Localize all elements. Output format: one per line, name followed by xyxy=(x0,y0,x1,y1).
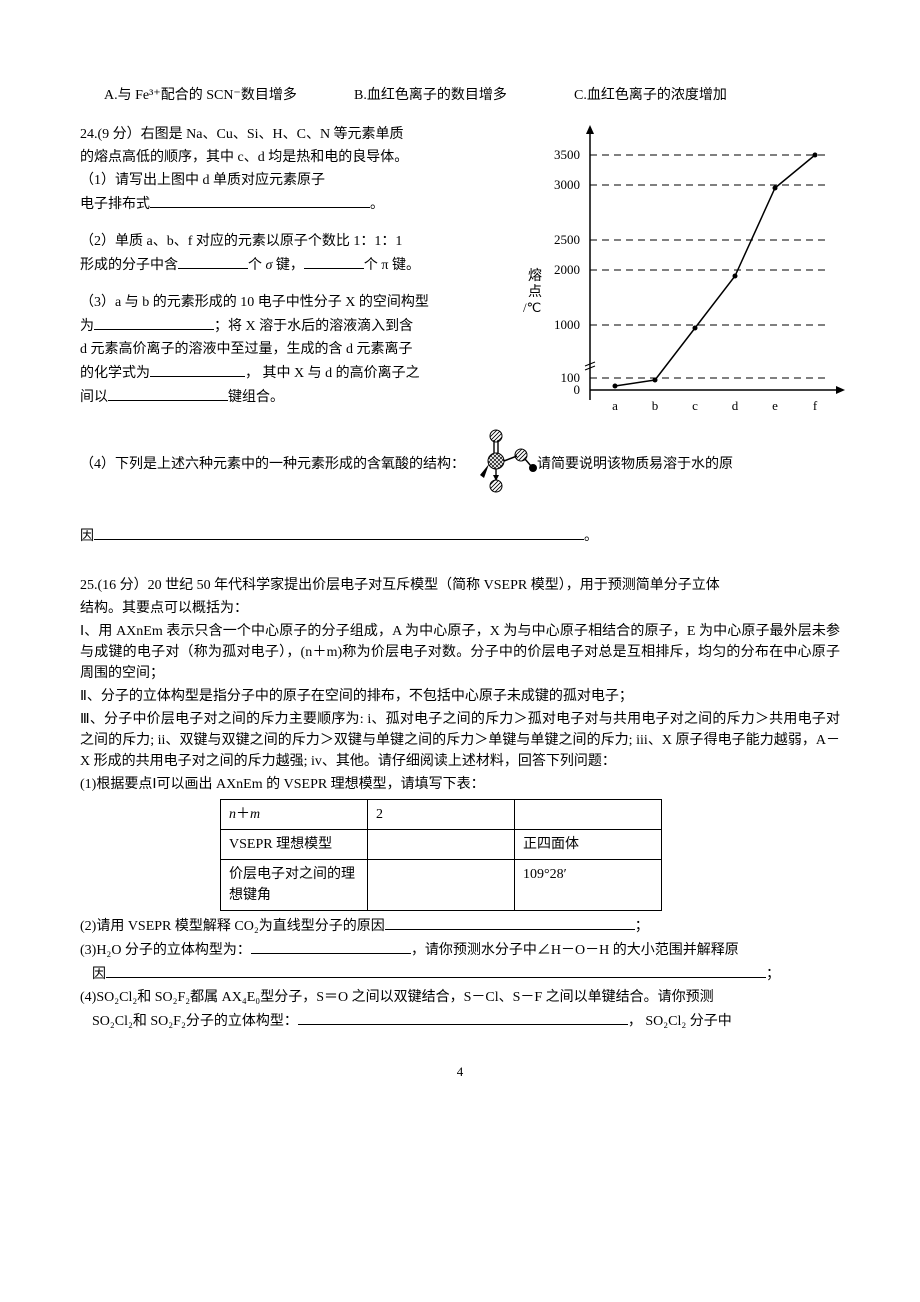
svg-text:/℃: /℃ xyxy=(523,300,541,315)
q24-head: 24.(9 分）右图是 Na、Cu、Si、H、C、N 等元素单质 xyxy=(80,127,404,142)
q24-p3-l4-mid: ， 其中 X 与 d 的高价离子之 xyxy=(245,366,420,381)
option-A: A.与 Fe³⁺配合的 SCN⁻数目增多 xyxy=(104,85,354,106)
blank-so2x2-shape[interactable] xyxy=(298,1010,628,1025)
q24-p3-l5-pre: 间以 xyxy=(80,390,108,405)
q24-p4-post: 请简要说明该物质易溶于水的原 xyxy=(537,454,733,475)
q24-l3-post: 。 xyxy=(370,197,384,212)
q24-l1: 的熔点高低的顺序，其中 c、d 均是热和电的良导体。 xyxy=(80,147,450,168)
question-24: 24.(9 分）右图是 Na、Cu、Si、H、C、N 等元素单质 的熔点高低的顺… xyxy=(80,124,840,408)
q24-p2-suf: 个 π 键。 xyxy=(364,258,420,273)
q25-l0b: 结构。其要点可以概括为： xyxy=(80,598,840,619)
option-C: C.血红色离子的浓度增加 xyxy=(574,85,727,106)
q24-p2-mid1: 个 xyxy=(248,258,262,273)
q24-p3-l1: （3）a 与 b 的元素形成的 10 电子中性分子 X 的空间构型 xyxy=(80,292,450,313)
svg-text:3500: 3500 xyxy=(554,147,580,162)
option-B: B.血红色离子的数目增多 xyxy=(354,85,574,106)
svg-text:b: b xyxy=(652,398,659,413)
q24-part4: （4）下列是上述六种元素中的一种元素形成的含氧酸的结构： xyxy=(80,426,840,503)
q25-III: Ⅲ、分子中价层电子对之间的斥力主要顺序为: i、孤对电子之间的斥力＞孤对电子对与… xyxy=(80,709,840,772)
q24-p4-post2: 。 xyxy=(584,529,598,544)
blank-bond-type[interactable] xyxy=(108,386,228,401)
blank-h2o-shape[interactable] xyxy=(251,939,411,954)
cell-r2c2[interactable] xyxy=(368,830,515,860)
q24-p2-l1: （2）单质 a、b、f 对应的元素以原子个数比 1：1：1 xyxy=(80,231,450,252)
q25-s3-mid: ，请你预测水分子中∠H－O－H 的大小范围并解释原 xyxy=(411,943,739,958)
svg-text:c: c xyxy=(692,398,698,413)
svg-text:d: d xyxy=(732,398,739,413)
sigma-symbol: σ xyxy=(266,258,273,273)
svg-text:e: e xyxy=(772,398,778,413)
question-25: 25.(16 分）20 世纪 50 年代科学家提出价层电子对互斥模型（简称 VS… xyxy=(80,575,840,1032)
q25-s3-l2-pre: 因 xyxy=(92,967,106,982)
svg-text:2000: 2000 xyxy=(554,262,580,277)
blank-pi-count[interactable] xyxy=(304,254,364,269)
svg-text:100: 100 xyxy=(561,370,581,385)
blank-d-formula[interactable] xyxy=(150,362,245,377)
blank-co2-reason[interactable] xyxy=(385,915,635,930)
cell-r3c2[interactable] xyxy=(368,860,515,911)
q25-s2-pre: (2)请用 VSEPR 模型解释 CO₂为直线型分子的原因 xyxy=(80,919,385,934)
cell-r2c3: 正四面体 xyxy=(515,830,662,860)
q25-s3-pre: (3)H₂O 分子的立体构型为： xyxy=(80,943,251,958)
q24-p2-pre: 形成的分子中含 xyxy=(80,258,178,273)
blank-geometry-X[interactable] xyxy=(94,315,214,330)
q25-head: 25.(16 分）20 世纪 50 年代科学家提出价层电子对互斥模型（简称 VS… xyxy=(80,578,720,593)
q24-p3-l2-post: ；将 X 溶于水后的溶液滴入到含 xyxy=(214,319,413,334)
q24-p3-l4-pre: 的化学式为 xyxy=(80,366,150,381)
q24-p3-l2-pre: 为 xyxy=(80,319,94,334)
svg-text:点: 点 xyxy=(528,284,542,300)
svg-text:3000: 3000 xyxy=(554,177,580,192)
option-row: A.与 Fe³⁺配合的 SCN⁻数目增多 B.血红色离子的数目增多 C.血红色离… xyxy=(80,85,840,106)
q24-p4-pre2: 因 xyxy=(80,529,94,544)
melting-point-chart: 0 100 1000 2000 2500 3000 3500 熔 点 /℃ a … xyxy=(520,120,860,420)
cell-r3c3: 109°28′ xyxy=(515,860,662,911)
blank-d-electron[interactable] xyxy=(150,193,370,208)
q24-p3-l3: d 元素高价离子的溶液中至过量，生成的含 d 元素离子 xyxy=(80,339,450,360)
svg-text:1000: 1000 xyxy=(554,317,580,332)
svg-text:2500: 2500 xyxy=(554,232,580,247)
svg-text:熔: 熔 xyxy=(528,268,542,284)
q25-s4-l1: (4)SO₂Cl₂和 SO₂F₂都属 AX₄E₀型分子，S＝O 之间以双键结合，… xyxy=(80,987,840,1008)
vsepr-table: n＋m 2 VSEPR 理想模型 正四面体 价层电子对之间的理想键角 109°2… xyxy=(220,799,662,911)
cell-r1c3[interactable] xyxy=(515,800,662,830)
svg-text:a: a xyxy=(612,398,618,413)
page-number: 4 xyxy=(80,1062,840,1082)
q25-s3-l2-post: ； xyxy=(766,967,780,982)
blank-h2o-angle-reason[interactable] xyxy=(106,963,766,978)
oxoacid-structure-icon xyxy=(465,426,537,503)
q24-p4-pre: （4）下列是上述六种元素中的一种元素形成的含氧酸的结构： xyxy=(80,454,465,475)
q25-s4-l2-pre: SO₂Cl₂和 SO₂F₂分子的立体构型： xyxy=(92,1014,298,1029)
q25-I: Ⅰ、用 AXnEm 表示只含一个中心原子的分子组成，A 为中心原子，X 为与中心… xyxy=(80,621,840,684)
q25-s4-l2-post: ， SO₂Cl₂ 分子中 xyxy=(628,1014,732,1029)
blank-sigma-count[interactable] xyxy=(178,254,248,269)
q24-l2: （1）请写出上图中 d 单质对应元素原子 xyxy=(80,170,450,191)
q24-l3-pre: 电子排布式 xyxy=(80,197,150,212)
q25-II: Ⅱ、分子的立体构型是指分子中的原子在空间的排布，不包括中心原子未成键的孤对电子； xyxy=(80,686,840,707)
blank-soluble-reason[interactable] xyxy=(94,525,584,540)
q24-p3-l5-post: 键组合。 xyxy=(228,390,284,405)
cell-r3c1: 价层电子对之间的理想键角 xyxy=(221,860,368,911)
q24-p2-mid2: 键， xyxy=(276,258,304,273)
q25-t-intro: (1)根据要点Ⅰ可以画出 AXnEm 的 VSEPR 理想模型，请填写下表： xyxy=(80,774,840,795)
cell-r1c2: 2 xyxy=(368,800,515,830)
svg-text:f: f xyxy=(813,398,818,413)
cell-r2c1: VSEPR 理想模型 xyxy=(221,830,368,860)
q25-s2-post: ； xyxy=(635,919,649,934)
